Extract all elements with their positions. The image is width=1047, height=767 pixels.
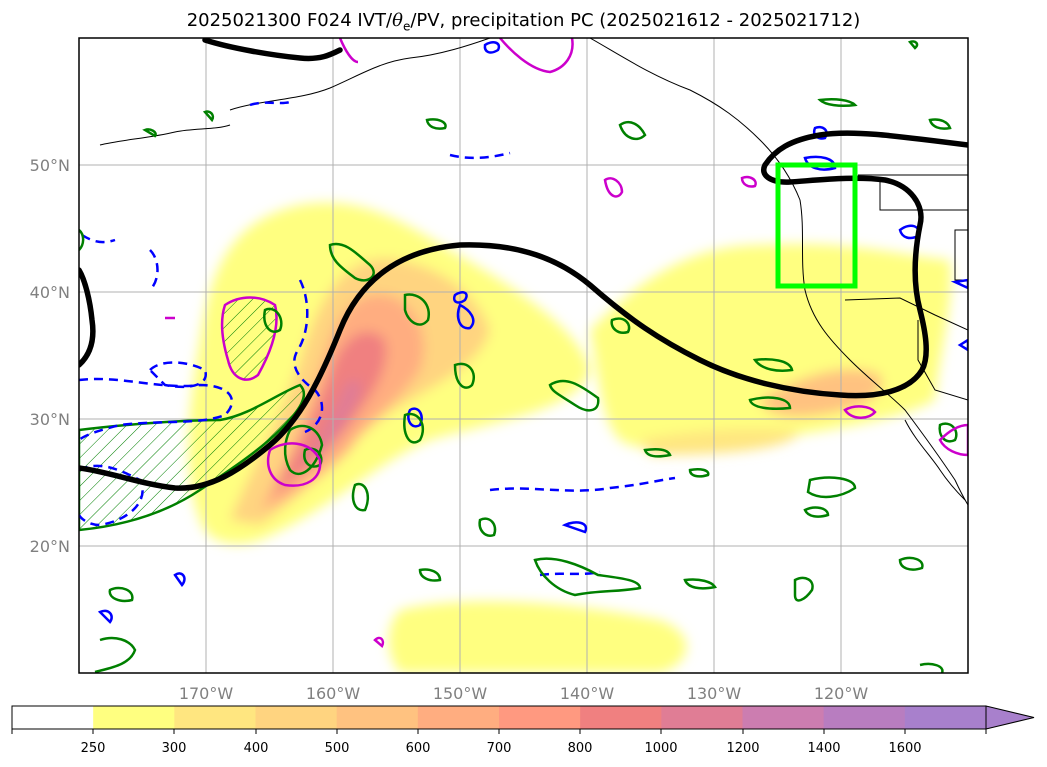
title-period: (2025021612 - 2025021712): [599, 10, 861, 31]
pv-hatched-region-2: [220, 296, 278, 381]
colorbar-segment: [742, 706, 825, 729]
highlight-box: [775, 162, 858, 289]
lon-label-120w: 120°W: [814, 684, 869, 703]
lat-label-50: 50°N: [30, 156, 70, 175]
colorbar-segment: [174, 706, 256, 729]
title-fields-prefix: IVT/: [357, 10, 393, 31]
title-theta-sub: e: [402, 19, 411, 34]
map-title: 2025021300 F024 IVT/θe/PV, precipitation…: [0, 10, 1047, 34]
title-run: 2025021300: [186, 10, 302, 31]
lat-label-20: 20°N: [30, 537, 70, 556]
lat-label-40: 40°N: [30, 283, 70, 302]
longitude-labels: 170°W 160°W 150°W 140°W 130°W 120°W: [179, 684, 869, 703]
colorbar: 250 300 400 500 600 700 800 1000 1200 14…: [11, 705, 1035, 756]
title-fields-suffix: /PV, precipitation PC: [410, 10, 594, 31]
colorbar-segment: [93, 706, 175, 729]
colorbar-segment: [255, 706, 338, 729]
colorbar-label-400: 400: [244, 741, 269, 756]
colorbar-segments: [12, 706, 987, 729]
colorbar-segment: [580, 706, 662, 729]
colorbar-label-500: 500: [325, 741, 350, 756]
colorbar-label-250: 250: [81, 741, 106, 756]
map-area: [79, 38, 968, 673]
latitude-labels: 50°N 40°N 30°N 20°N: [30, 156, 70, 556]
lat-label-30: 30°N: [30, 410, 70, 429]
negative-pv-contours: [79, 100, 676, 577]
colorbar-label-600: 600: [406, 741, 431, 756]
colorbar-segment: [904, 706, 987, 729]
colorbar-segment: [417, 706, 500, 729]
lon-label-140w: 140°W: [560, 684, 615, 703]
title-theta: θ: [392, 10, 403, 31]
colorbar-label-1400: 1400: [807, 741, 840, 756]
map-frame: [78, 37, 969, 674]
precip-contours: [165, 38, 968, 648]
colorbar-label-1600: 1600: [888, 741, 921, 756]
colorbar-label-700: 700: [487, 741, 512, 756]
colorbar-ticks: [11, 729, 987, 734]
lon-label-130w: 130°W: [687, 684, 742, 703]
colorbar-label-1000: 1000: [644, 741, 677, 756]
lon-label-160w: 160°W: [306, 684, 361, 703]
colorbar-label-300: 300: [162, 741, 187, 756]
colorbar-segment: [499, 706, 581, 729]
colorbar-segment: [336, 706, 419, 729]
colorbar-extend-arrow: [985, 705, 1035, 730]
colorbar-segment: [661, 706, 743, 729]
colorbar-segment: [823, 706, 906, 729]
colorbar-label-1200: 1200: [726, 741, 759, 756]
colorbar-segment: [12, 706, 94, 729]
theta-e-contours: [79, 38, 968, 491]
lon-label-150w: 150°W: [433, 684, 488, 703]
pv-contours-green: [79, 40, 958, 673]
title-forecast: F024: [306, 10, 352, 31]
colorbar-label-800: 800: [568, 741, 593, 756]
lon-label-170w: 170°W: [179, 684, 234, 703]
